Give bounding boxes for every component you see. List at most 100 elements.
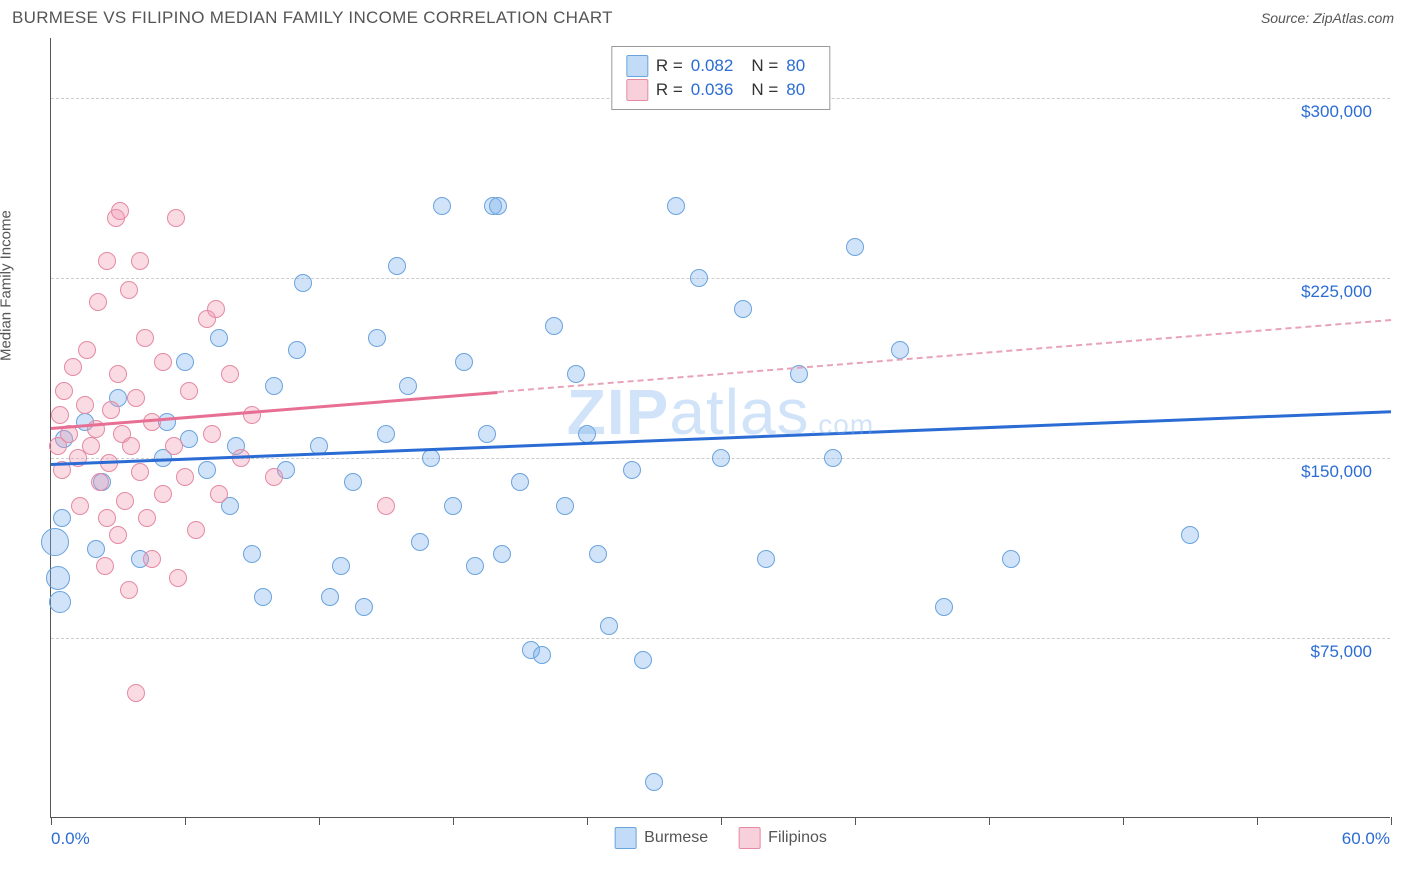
y-tick-label: $150,000 bbox=[1301, 462, 1372, 482]
correlation-legend: R =0.082N =80R =0.036N =80 bbox=[611, 46, 830, 110]
scatter-point bbox=[89, 293, 107, 311]
x-tick bbox=[1391, 817, 1392, 825]
scatter-point bbox=[176, 353, 194, 371]
legend-swatch bbox=[738, 827, 760, 849]
scatter-point bbox=[87, 540, 105, 558]
scatter-point bbox=[78, 341, 96, 359]
n-value: 80 bbox=[786, 80, 805, 100]
scatter-point bbox=[294, 274, 312, 292]
scatter-point bbox=[210, 329, 228, 347]
x-axis-max-label: 60.0% bbox=[1342, 829, 1390, 849]
x-tick bbox=[185, 817, 186, 825]
scatter-point bbox=[165, 437, 183, 455]
scatter-point bbox=[51, 406, 69, 424]
legend-row: R =0.036N =80 bbox=[626, 79, 815, 101]
scatter-point bbox=[846, 238, 864, 256]
scatter-point bbox=[489, 197, 507, 215]
scatter-point bbox=[109, 365, 127, 383]
chart-container: Median Family Income R =0.082N =80R =0.0… bbox=[10, 38, 1396, 818]
trendline bbox=[498, 319, 1391, 393]
scatter-point bbox=[131, 252, 149, 270]
legend-row: R = 0.082 N = 80 bbox=[626, 55, 815, 77]
legend-swatch bbox=[614, 827, 636, 849]
x-tick bbox=[319, 817, 320, 825]
n-value: 80 bbox=[786, 56, 805, 76]
scatter-point bbox=[493, 545, 511, 563]
r-label: R = bbox=[656, 56, 683, 76]
scatter-point bbox=[169, 569, 187, 587]
scatter-point bbox=[645, 773, 663, 791]
n-label: N = bbox=[751, 56, 778, 76]
scatter-point bbox=[120, 581, 138, 599]
scatter-point bbox=[143, 413, 161, 431]
legend-item: Filipinos bbox=[738, 827, 827, 849]
scatter-point bbox=[98, 509, 116, 527]
scatter-point bbox=[143, 550, 161, 568]
scatter-point bbox=[243, 545, 261, 563]
scatter-point bbox=[109, 526, 127, 544]
legend-swatch bbox=[626, 79, 648, 101]
scatter-point bbox=[344, 473, 362, 491]
r-value: 0.082 bbox=[691, 56, 734, 76]
scatter-point bbox=[158, 413, 176, 431]
scatter-point bbox=[111, 202, 129, 220]
scatter-point bbox=[203, 425, 221, 443]
scatter-point bbox=[288, 341, 306, 359]
scatter-point bbox=[332, 557, 350, 575]
scatter-point bbox=[411, 533, 429, 551]
scatter-point bbox=[368, 329, 386, 347]
x-tick bbox=[721, 817, 722, 825]
scatter-point bbox=[399, 377, 417, 395]
legend-swatch bbox=[626, 55, 648, 77]
scatter-point bbox=[265, 377, 283, 395]
scatter-point bbox=[210, 485, 228, 503]
scatter-point bbox=[180, 382, 198, 400]
scatter-point bbox=[824, 449, 842, 467]
gridline bbox=[51, 278, 1390, 279]
scatter-point bbox=[138, 509, 156, 527]
scatter-point bbox=[49, 591, 71, 613]
scatter-point bbox=[466, 557, 484, 575]
scatter-point bbox=[690, 269, 708, 287]
scatter-point bbox=[98, 252, 116, 270]
scatter-point bbox=[935, 598, 953, 616]
scatter-point bbox=[1181, 526, 1199, 544]
scatter-point bbox=[388, 257, 406, 275]
scatter-point bbox=[600, 617, 618, 635]
header: BURMESE VS FILIPINO MEDIAN FAMILY INCOME… bbox=[0, 0, 1406, 34]
y-tick-label: $225,000 bbox=[1301, 282, 1372, 302]
scatter-point bbox=[254, 588, 272, 606]
scatter-point bbox=[198, 461, 216, 479]
x-tick bbox=[1257, 817, 1258, 825]
x-tick bbox=[1123, 817, 1124, 825]
scatter-point bbox=[116, 492, 134, 510]
x-tick bbox=[587, 817, 588, 825]
scatter-point bbox=[55, 382, 73, 400]
gridline bbox=[51, 638, 1390, 639]
scatter-point bbox=[757, 550, 775, 568]
scatter-point bbox=[1002, 550, 1020, 568]
scatter-point bbox=[136, 329, 154, 347]
scatter-point bbox=[221, 365, 239, 383]
y-axis-label: Median Family Income bbox=[0, 210, 15, 361]
scatter-point bbox=[154, 353, 172, 371]
scatter-point bbox=[53, 509, 71, 527]
scatter-point bbox=[321, 588, 339, 606]
scatter-point bbox=[207, 300, 225, 318]
scatter-point bbox=[187, 521, 205, 539]
scatter-point bbox=[556, 497, 574, 515]
scatter-point bbox=[176, 468, 194, 486]
r-label: R = bbox=[656, 80, 683, 100]
scatter-point bbox=[511, 473, 529, 491]
series-legend: BurmeseFilipinos bbox=[614, 827, 827, 849]
scatter-point bbox=[634, 651, 652, 669]
scatter-point bbox=[82, 437, 100, 455]
scatter-point bbox=[71, 497, 89, 515]
scatter-point bbox=[64, 358, 82, 376]
scatter-point bbox=[444, 497, 462, 515]
scatter-point bbox=[433, 197, 451, 215]
scatter-point bbox=[243, 406, 261, 424]
n-label: N = bbox=[751, 80, 778, 100]
scatter-point bbox=[377, 425, 395, 443]
scatter-point bbox=[377, 497, 395, 515]
